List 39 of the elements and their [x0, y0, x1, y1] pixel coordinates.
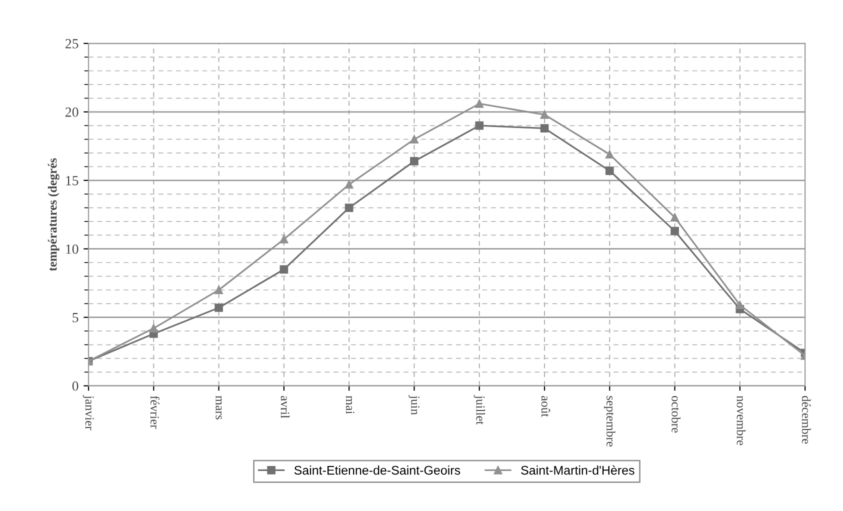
- x-tick-label: janvier: [82, 395, 94, 430]
- x-tick-label: mai: [346, 396, 354, 414]
- x-tick-label: septembre: [604, 396, 616, 446]
- point: [540, 124, 549, 133]
- point: [670, 213, 679, 222]
- point: [344, 180, 354, 189]
- point: [149, 324, 158, 332]
- point: [540, 110, 549, 119]
- point: [670, 226, 679, 236]
- point: [475, 121, 484, 130]
- point: [410, 135, 418, 144]
- y-axis-title: températures (degrés: [48, 158, 60, 272]
- x-tick-label: juillet: [474, 395, 486, 425]
- point: [280, 265, 288, 274]
- point: [410, 157, 418, 166]
- point: [736, 300, 744, 310]
- point: [214, 286, 223, 294]
- point: [214, 304, 223, 312]
- point: [475, 100, 484, 108]
- x-tick-label: février: [150, 396, 160, 429]
- x-tick-label: décembre: [802, 396, 811, 444]
- x-tick-label: octobre: [672, 396, 680, 433]
- y-tick-label: 10: [66, 244, 78, 254]
- point: [280, 235, 288, 244]
- x-tick-label: mars: [216, 396, 222, 420]
- x-tick-label: août: [541, 396, 550, 417]
- x-tick-label: novembre: [736, 396, 746, 446]
- legend-label: Saint-Etienne-de-Saint-Geoirs: [294, 466, 460, 475]
- point: [344, 204, 354, 212]
- y-tick-label: 15: [66, 176, 78, 186]
- y-tick-label: 25: [66, 39, 78, 48]
- y-tick-label: 0: [72, 381, 78, 391]
- y-tick-label: 5: [72, 313, 78, 322]
- x-tick-label: juin: [408, 395, 420, 415]
- y-tick-label: 20: [66, 107, 78, 117]
- x-tick-label: avril: [280, 396, 290, 418]
- point: [605, 150, 614, 159]
- point: [605, 166, 614, 175]
- legend-label: Saint-Martin-d'Hères: [521, 465, 634, 475]
